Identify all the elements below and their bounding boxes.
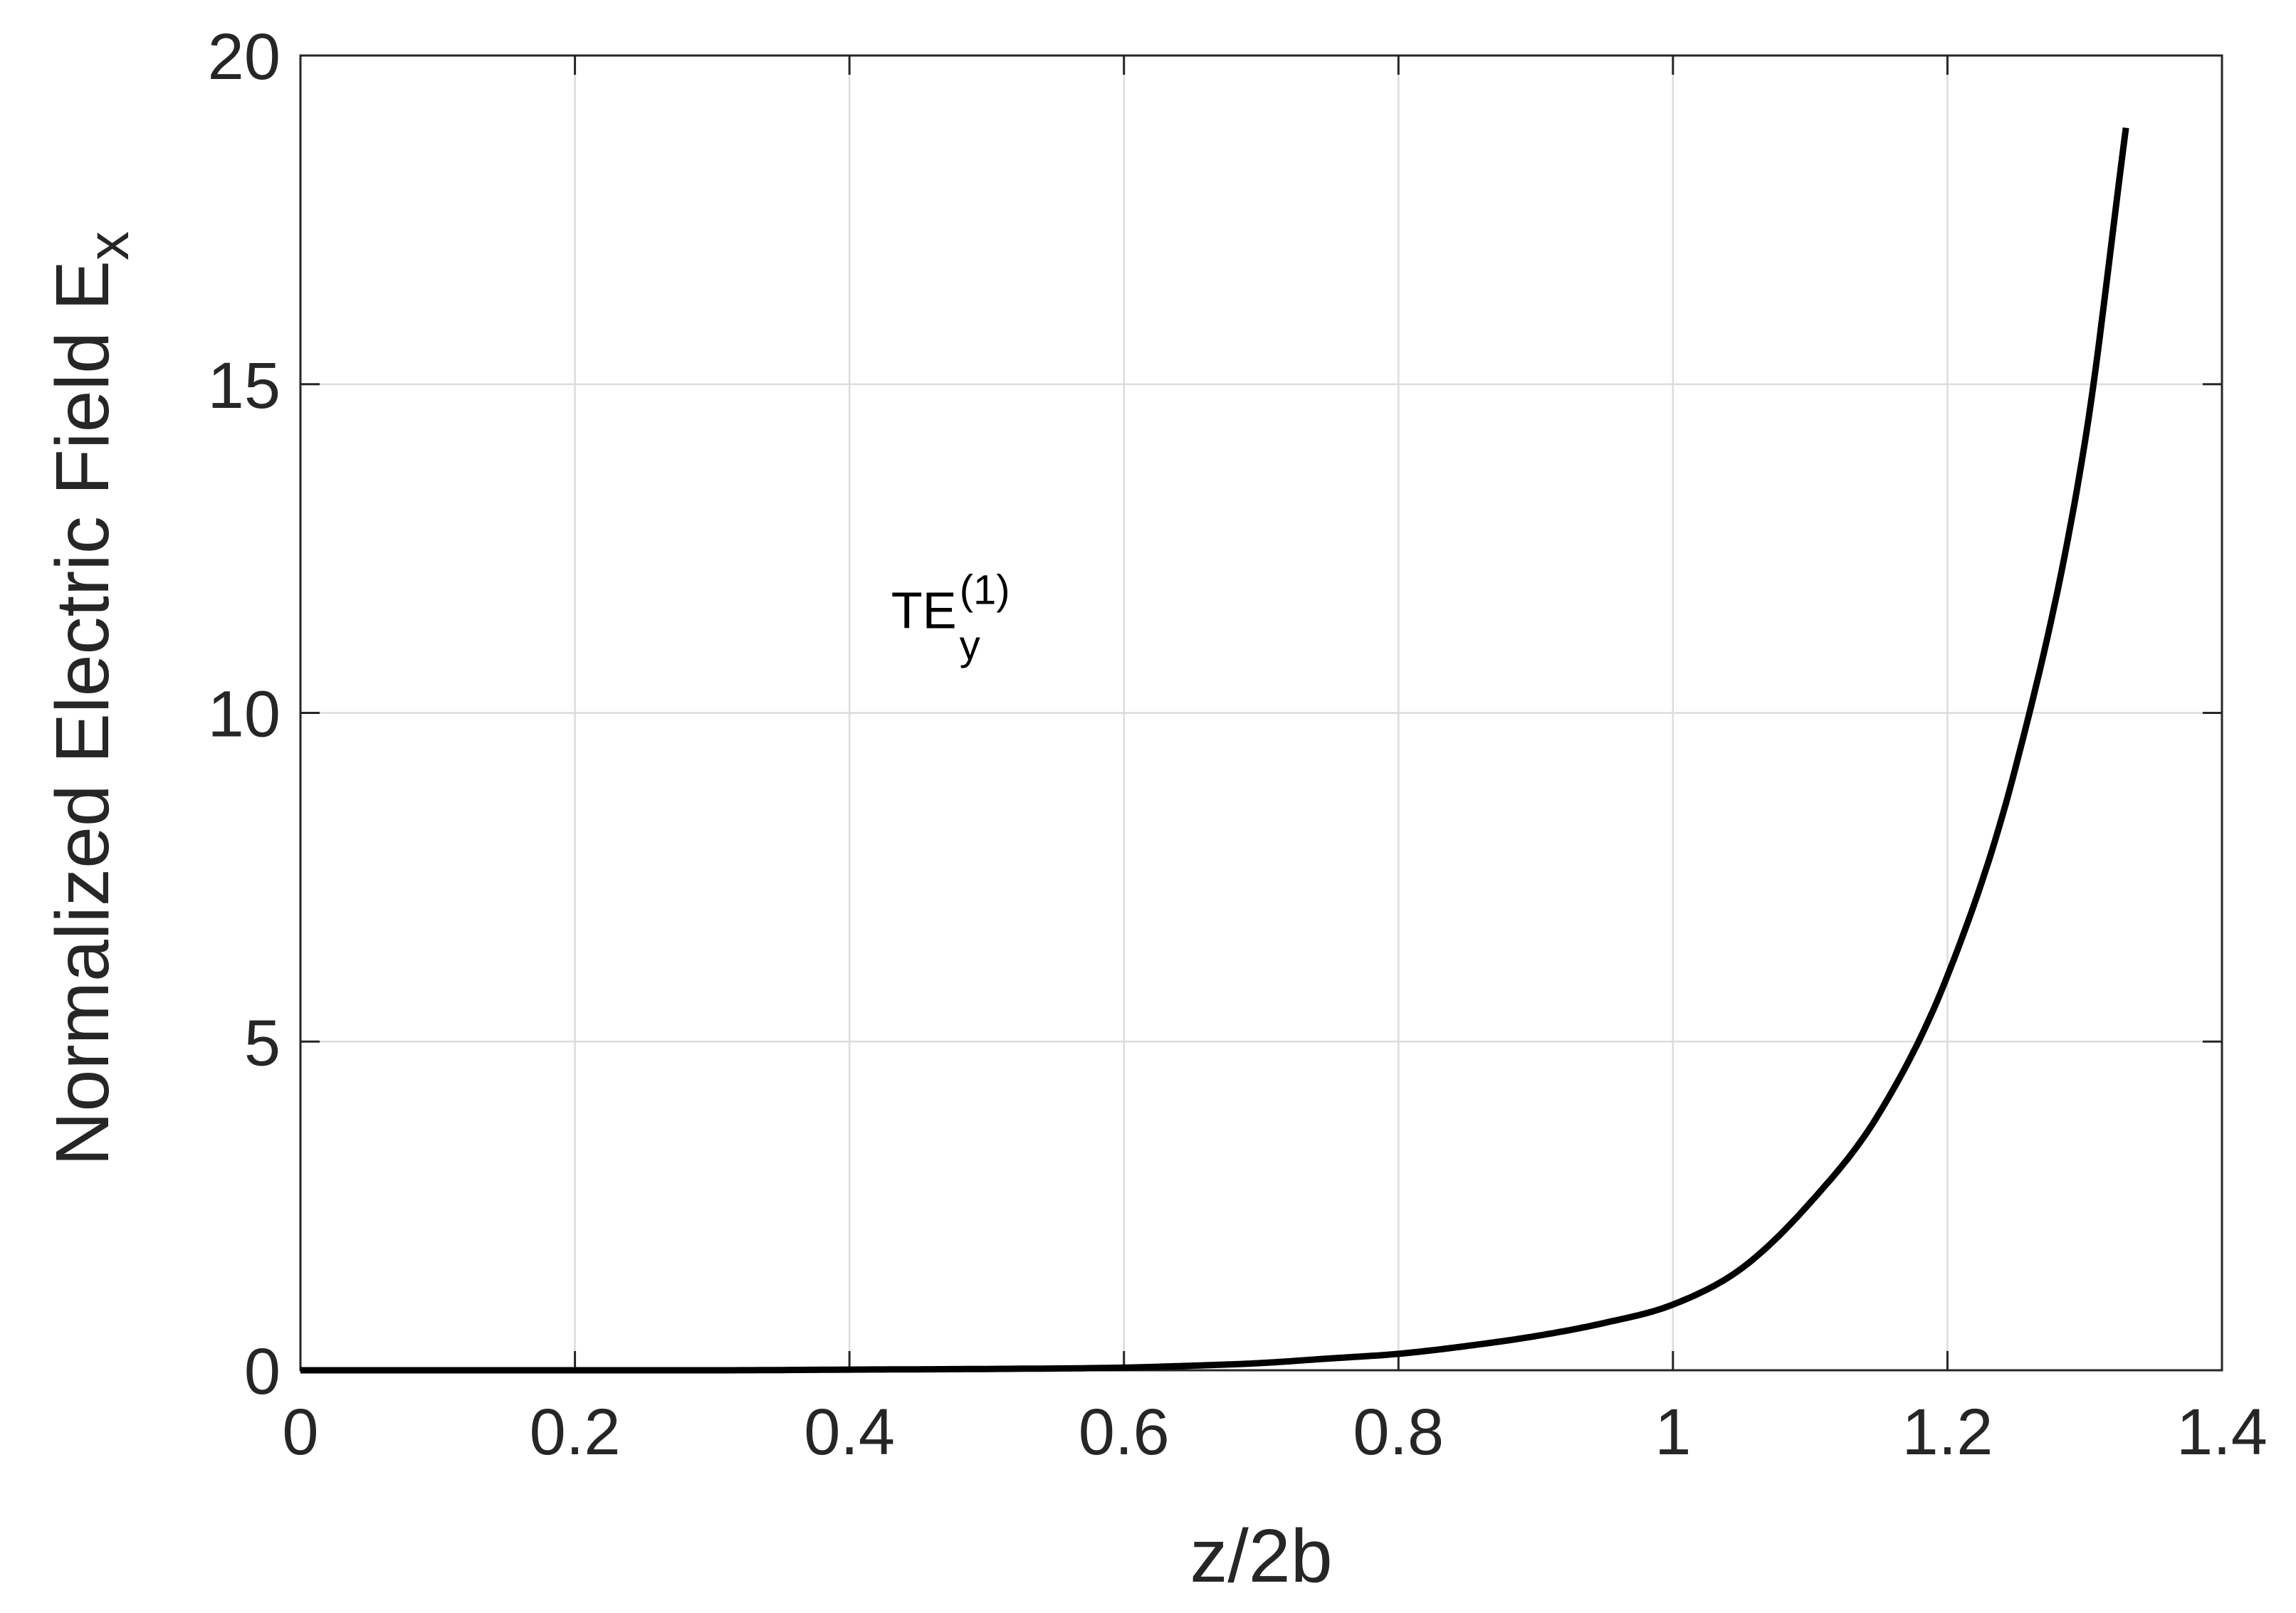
grid — [300, 56, 2222, 1370]
annotation-subscript: y — [960, 623, 980, 669]
annotation-superscript: (1) — [960, 567, 1010, 614]
x-tick-label: 1 — [1655, 1396, 1691, 1468]
y-tick-label: 10 — [208, 678, 281, 751]
y-tick-label: 15 — [208, 350, 281, 422]
y-tick-label: 5 — [244, 1007, 281, 1079]
x-axis-label: z/2b — [1190, 1514, 1332, 1598]
y-axis-label-main: Normalized Electric Field E — [41, 261, 125, 1166]
x-tick-label: 1.2 — [1902, 1396, 1993, 1468]
annotation-base: TE — [891, 583, 957, 640]
x-tick-label: 1.4 — [2176, 1396, 2268, 1468]
y-tick-label: 0 — [244, 1335, 281, 1408]
plot-frame — [299, 54, 2223, 1372]
x-tick-label: 0 — [282, 1396, 318, 1468]
y-tick-label: 20 — [208, 21, 281, 93]
x-tick-label: 0.6 — [1079, 1396, 1170, 1468]
x-tick-label: 0.2 — [530, 1396, 621, 1468]
y-tick-labels: 0 5 10 15 20 — [208, 21, 281, 1408]
y-axis-label-subscript: x — [76, 231, 141, 261]
x-tick-labels: 0 0.2 0.4 0.6 0.8 1 1.2 1.4 — [282, 1396, 2268, 1468]
x-tick-label: 0.4 — [804, 1396, 895, 1468]
mode-annotation: TE y (1) — [891, 567, 1010, 669]
x-tick-label: 0.8 — [1353, 1396, 1444, 1468]
series-line — [300, 127, 2129, 1374]
y-axis-label: Normalized Electric Field Ex — [41, 231, 141, 1166]
